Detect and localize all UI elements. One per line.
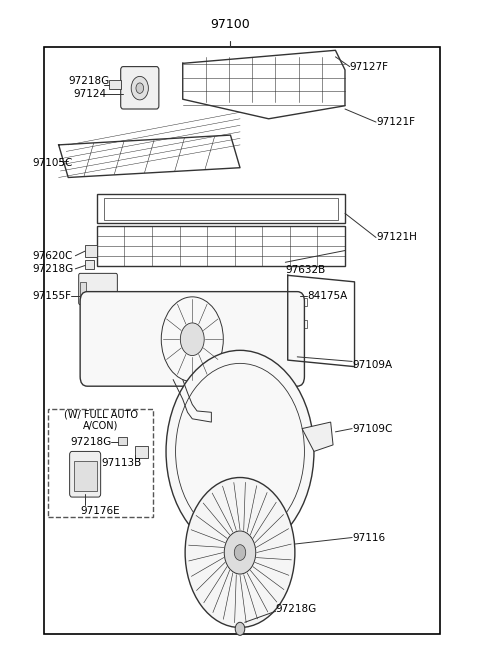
Text: 97620C: 97620C (33, 251, 73, 261)
Text: 97176E: 97176E (81, 506, 120, 516)
Text: 97218G: 97218G (68, 76, 109, 86)
Text: 97109A: 97109A (352, 360, 392, 369)
Circle shape (235, 622, 245, 635)
Text: 97100: 97100 (211, 18, 251, 31)
Circle shape (136, 83, 144, 94)
Text: 97218G: 97218G (71, 437, 112, 447)
Bar (104, 198, 338, 220)
Bar (85, 260, 95, 269)
Text: 97113B: 97113B (102, 458, 142, 468)
Text: (W/ FULL AUTO: (W/ FULL AUTO (64, 409, 138, 419)
Text: 97105C: 97105C (33, 158, 73, 168)
Text: 97109C: 97109C (352, 424, 393, 434)
Circle shape (166, 350, 314, 553)
Text: 97218G: 97218G (33, 264, 73, 274)
Polygon shape (302, 422, 333, 451)
Text: 84175A: 84175A (307, 291, 347, 301)
Text: 97155F: 97155F (33, 291, 72, 301)
Text: A/CON): A/CON) (83, 421, 119, 430)
Bar (118, 437, 127, 445)
Bar (97, 194, 345, 223)
Bar (109, 80, 120, 90)
Bar (300, 298, 307, 306)
Bar (80, 282, 86, 296)
Text: 97121H: 97121H (376, 233, 417, 242)
FancyBboxPatch shape (70, 451, 101, 497)
Text: 97124: 97124 (73, 89, 106, 99)
Circle shape (131, 77, 148, 100)
Circle shape (224, 531, 256, 574)
Circle shape (180, 323, 204, 356)
FancyBboxPatch shape (120, 67, 159, 109)
Bar (44, 47, 441, 634)
FancyBboxPatch shape (79, 273, 117, 305)
Text: 97116: 97116 (352, 533, 385, 542)
Circle shape (234, 545, 246, 560)
Bar (85, 246, 97, 257)
Text: 97218G: 97218G (276, 605, 317, 614)
FancyBboxPatch shape (80, 291, 304, 386)
Text: 97127F: 97127F (350, 62, 389, 71)
Text: 97121F: 97121F (376, 117, 415, 127)
Bar (97, 227, 345, 265)
Text: 97632B: 97632B (285, 265, 325, 275)
Bar (74, 461, 97, 491)
Bar (300, 320, 307, 328)
Circle shape (185, 477, 295, 627)
Bar (135, 446, 148, 458)
